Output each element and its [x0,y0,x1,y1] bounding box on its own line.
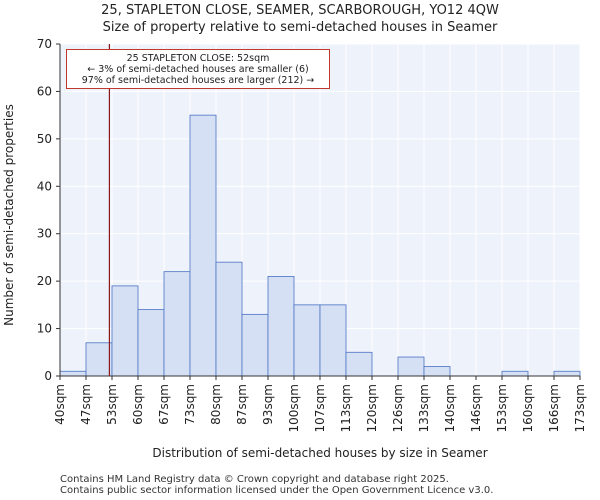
x-tick-label: 140sqm [443,384,457,432]
bar-93sqm [267,275,295,377]
bar-100sqm [293,304,321,377]
bar-113sqm [345,351,373,377]
x-tick-label: 100sqm [287,384,301,432]
bar-153sqm [501,370,529,377]
bar-80sqm [215,261,243,377]
y-tick-label: 40 [37,179,52,193]
y-tick-label: 20 [37,274,52,288]
y-tick-label: 60 [37,84,52,98]
y-tick-label: 50 [37,132,52,146]
bar-53sqm [111,285,139,377]
bar-67sqm [163,271,191,377]
y-tick-label: 0 [44,369,52,383]
x-tick-label: 47sqm [79,384,93,425]
chart-title-line2: Size of property relative to semi-detach… [102,20,498,35]
bar-166sqm [553,370,581,377]
bar-73sqm [189,114,217,377]
bar-126sqm [397,356,425,377]
annotation-line2: ← 3% of semi-detached houses are smaller… [87,64,309,75]
property-annotation: 25 STAPLETON CLOSE: 52sqm ← 3% of semi-d… [66,49,330,89]
bar-60sqm [137,309,165,377]
x-tick-label: 120sqm [365,384,379,432]
x-tick-label: 166sqm [547,384,561,432]
x-tick-label: 80sqm [209,384,223,425]
bar-87sqm [241,313,269,377]
x-tick-label: 40sqm [53,384,67,425]
x-tick-label: 160sqm [521,384,535,432]
x-tick-label: 107sqm [313,384,327,432]
bar-40sqm [59,370,87,377]
bar-47sqm [85,342,113,377]
y-tick-label: 70 [37,37,52,51]
x-tick-label: 67sqm [157,384,171,425]
footer-licence: Contains public sector information licen… [60,485,494,496]
x-tick-label: 60sqm [131,384,145,425]
annotation-line1: 25 STAPLETON CLOSE: 52sqm [126,53,270,64]
x-tick-label: 133sqm [417,384,431,432]
bar-133sqm [423,366,451,377]
bar-107sqm [319,304,347,377]
x-tick-label: 53sqm [105,384,119,425]
y-axis-label: Number of semi-detached properties [2,104,16,326]
footer-copyright: Contains HM Land Registry data © Crown c… [60,474,449,485]
x-tick-label: 153sqm [495,384,509,432]
x-tick-label: 126sqm [391,384,405,432]
y-tick-label: 30 [37,227,52,241]
x-tick-label: 173sqm [573,384,587,432]
x-tick-label: 93sqm [261,384,275,425]
y-tick-label: 10 [37,322,52,336]
x-tick-label: 73sqm [183,384,197,425]
x-tick-label: 113sqm [339,384,353,432]
x-tick-label: 146sqm [469,384,483,432]
annotation-line3: 97% of semi-detached houses are larger (… [81,75,315,86]
x-tick-label: 87sqm [235,384,249,425]
chart-title-line1: 25, STAPLETON CLOSE, SEAMER, SCARBOROUGH… [101,3,499,18]
x-axis-label: Distribution of semi-detached houses by … [152,446,488,460]
